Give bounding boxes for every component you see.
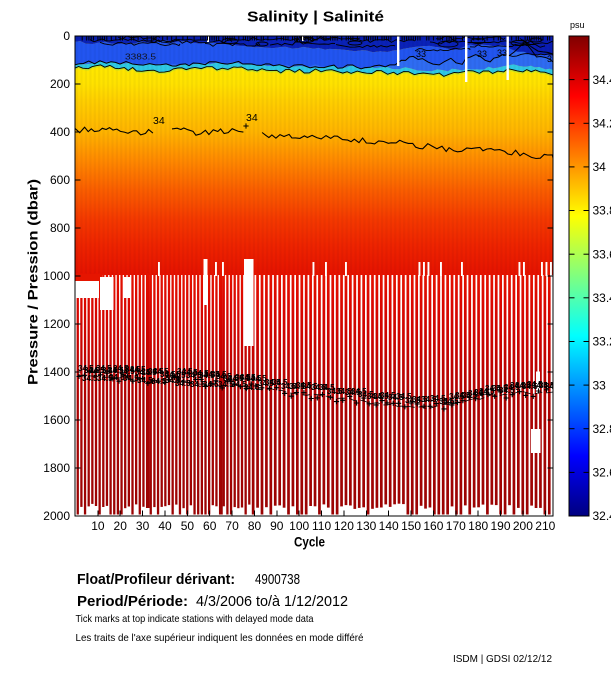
svg-text:34.2: 34.2 xyxy=(593,117,611,131)
svg-text:60: 60 xyxy=(203,519,217,533)
svg-text:2000: 2000 xyxy=(43,509,70,523)
svg-text:400: 400 xyxy=(50,125,70,139)
svg-text:Salinity | Salinité: Salinity | Salinité xyxy=(247,9,384,26)
svg-text:34.4: 34.4 xyxy=(593,73,611,87)
svg-text:180: 180 xyxy=(468,519,488,533)
svg-text:Tick marks at top indicate sta: Tick marks at top indicate stations with… xyxy=(76,613,314,625)
svg-text:32.8: 32.8 xyxy=(593,422,611,436)
svg-text:30: 30 xyxy=(136,519,150,533)
svg-text:10: 10 xyxy=(91,519,105,533)
svg-text:1000: 1000 xyxy=(43,269,70,283)
svg-text:ISDM | GDSI 02/12/12: ISDM | GDSI 02/12/12 xyxy=(453,653,552,665)
svg-text:33: 33 xyxy=(477,49,487,59)
svg-text:140: 140 xyxy=(379,519,399,533)
svg-text:190: 190 xyxy=(490,519,510,533)
svg-text:34: 34 xyxy=(246,112,258,124)
svg-text:160: 160 xyxy=(423,519,443,533)
svg-text:50: 50 xyxy=(181,519,195,533)
svg-text:1200: 1200 xyxy=(43,317,70,331)
svg-text:20: 20 xyxy=(114,519,128,533)
svg-text:0: 0 xyxy=(63,29,70,43)
svg-text:33.4: 33.4 xyxy=(593,291,611,305)
svg-text:33: 33 xyxy=(497,48,507,58)
svg-text:120: 120 xyxy=(334,519,354,533)
svg-text:32.6: 32.6 xyxy=(593,466,611,480)
svg-text:170: 170 xyxy=(446,519,466,533)
svg-text:200: 200 xyxy=(513,519,533,533)
svg-text:1600: 1600 xyxy=(43,413,70,427)
svg-text:200: 200 xyxy=(50,77,70,91)
svg-text:1800: 1800 xyxy=(43,461,70,475)
svg-text:40: 40 xyxy=(158,519,172,533)
svg-text:70: 70 xyxy=(225,519,239,533)
svg-text:150: 150 xyxy=(401,519,421,533)
svg-text:Float/Profileur dérivant:49007: Float/Profileur dérivant:4900738 xyxy=(77,571,300,588)
svg-text:110: 110 xyxy=(312,519,331,533)
svg-text:1400: 1400 xyxy=(43,365,70,379)
svg-text:Period/Période:4/3/2006 to/à: Period/Période:4/3/2006 to/à 1/12/2012 xyxy=(77,593,348,610)
svg-text:800: 800 xyxy=(50,221,70,235)
svg-text:33: 33 xyxy=(593,378,607,392)
svg-text:34: 34 xyxy=(153,115,165,127)
svg-text:130: 130 xyxy=(356,519,376,533)
svg-text:Cycle: Cycle xyxy=(294,534,325,550)
svg-text:psu: psu xyxy=(570,20,585,30)
svg-text:32.4: 32.4 xyxy=(593,509,611,523)
svg-text:100: 100 xyxy=(289,519,309,533)
svg-text:33: 33 xyxy=(416,49,426,59)
svg-text:33.8: 33.8 xyxy=(593,204,611,218)
svg-text:33.2: 33.2 xyxy=(593,335,611,349)
svg-text:80: 80 xyxy=(248,519,262,533)
svg-text:Les traits de l'axe supérieur: Les traits de l'axe supérieur indiquent … xyxy=(76,632,364,644)
svg-text:90: 90 xyxy=(270,519,284,533)
svg-text:210: 210 xyxy=(535,519,555,533)
svg-text:33.6: 33.6 xyxy=(593,247,611,261)
svg-text:600: 600 xyxy=(50,173,70,187)
svg-text:Pressure / Pression (dbar): Pressure / Pression (dbar) xyxy=(25,179,41,385)
svg-text:34: 34 xyxy=(593,160,607,174)
svg-text:3383.5: 3383.5 xyxy=(125,53,157,62)
